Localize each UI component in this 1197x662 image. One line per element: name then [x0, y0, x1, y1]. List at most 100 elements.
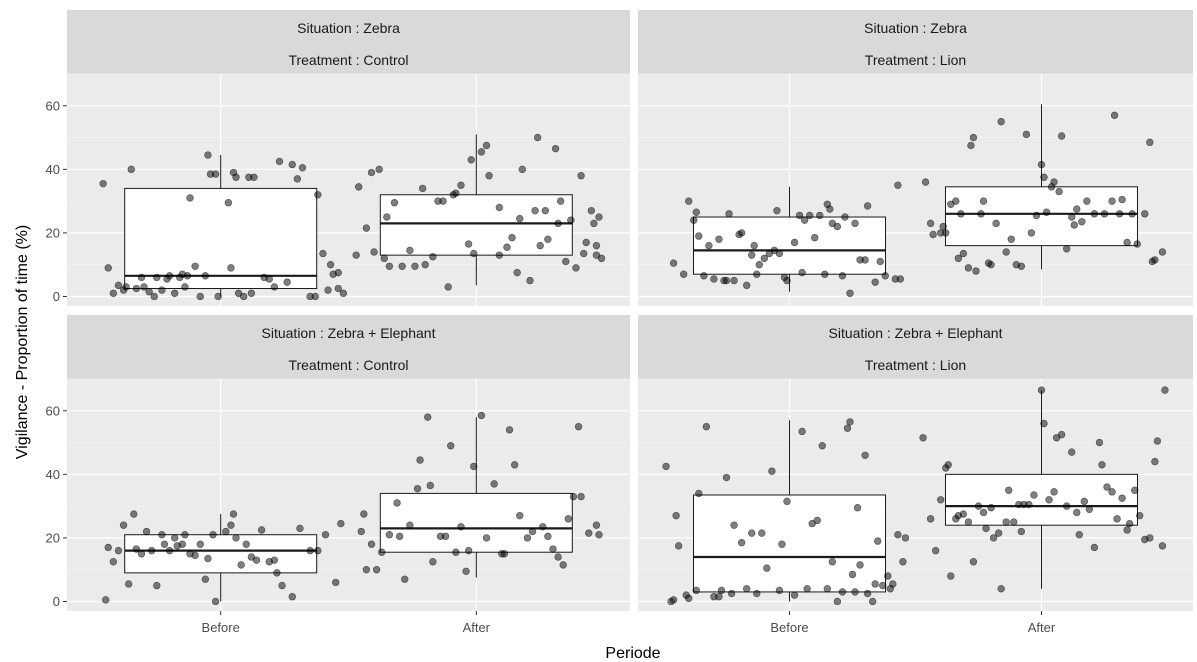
facet-3-data-point — [401, 575, 409, 583]
facet-4-data-point — [692, 586, 700, 595]
facet-3-data-point — [227, 521, 235, 529]
facet-4-data-point — [737, 538, 746, 547]
facet-4-data-point — [775, 586, 784, 595]
facet-2-data-point — [1027, 229, 1036, 237]
facet-3-data-point — [232, 534, 240, 542]
facet-2-data-point — [841, 213, 849, 221]
facet-4-data-point — [1118, 494, 1126, 502]
facet-4-data-point — [1090, 543, 1099, 552]
facet-4-data-point — [959, 510, 968, 518]
facet-1-data-point — [597, 254, 606, 263]
facet-3-data-point — [242, 540, 250, 548]
facet-1-data-point — [319, 249, 327, 258]
facet-4-data-point — [856, 561, 864, 569]
facet-3-data-point — [500, 550, 509, 558]
facet-1-data-point — [227, 264, 235, 272]
facet-3-data-point — [395, 532, 404, 541]
facet-1-data-point — [582, 238, 590, 247]
facet-4-data-point — [1113, 515, 1121, 523]
facet-2-data-point — [881, 272, 889, 280]
facet-4-data-point — [1050, 488, 1058, 496]
facet-2-data-point — [725, 210, 733, 218]
facet-3-data-point — [337, 519, 345, 528]
facet-2-data-point — [705, 241, 713, 250]
facet-2-data-point — [939, 222, 947, 231]
facet-4-data-point — [846, 418, 854, 426]
facet-4-data-point — [1025, 500, 1033, 509]
facet-3-data-point — [204, 554, 212, 563]
facet-2-data-point — [715, 235, 723, 243]
facet-1-data-point — [170, 289, 179, 297]
facet-3-y-tick-label: 40 — [46, 467, 60, 482]
facet-3-data-point — [539, 523, 547, 531]
facet-2-data-point — [952, 197, 960, 205]
facet-1-data-point — [464, 240, 473, 248]
facet-1-data-point — [352, 251, 360, 259]
facet-1-data-point — [541, 206, 550, 215]
facet-3-data-point — [549, 545, 557, 553]
facet-4-strip-treatment: Treatment : Lion — [865, 357, 966, 373]
facet-1-data-point — [592, 241, 601, 250]
facet-4-data-point — [1057, 430, 1066, 439]
facet-2-data-point — [816, 211, 824, 220]
facet-1-data-point — [572, 264, 580, 272]
facet-3-data-point — [153, 581, 161, 590]
facet-3-data-point — [201, 575, 210, 583]
facet-3-data-point — [429, 558, 437, 566]
facet-4-data-point — [931, 546, 940, 555]
facet-3-data-point — [170, 534, 179, 542]
facet-2-data-point — [1007, 235, 1015, 243]
facet-4-data-point — [674, 542, 683, 550]
facet-4-data-point — [919, 434, 927, 442]
facet-4-data-point — [672, 511, 680, 520]
facet-4-data-point — [889, 580, 897, 588]
facet-2-data-point — [967, 141, 975, 150]
facet-4-data-point — [894, 531, 902, 539]
facet-1-y-tick-label: 60 — [46, 98, 60, 113]
facet-1-data-point — [385, 262, 394, 270]
facet-2-data-point — [1108, 197, 1116, 205]
facet-1-data-point — [482, 141, 491, 150]
facet-2-data-point — [722, 276, 731, 285]
facet-4-data-point — [863, 589, 872, 598]
facet-4-data-point — [884, 572, 892, 580]
facet-3-data-point — [564, 515, 573, 523]
facet-4-data-point — [748, 529, 756, 537]
facet-1-data-point — [158, 286, 166, 294]
facet-2-data-point — [1022, 130, 1031, 139]
facet-4-data-point — [947, 572, 955, 580]
facet-4-data-point — [1040, 419, 1048, 428]
facet-1-data-point — [398, 262, 406, 270]
facet-2-data-point — [964, 264, 973, 272]
facet-2-data-point — [838, 272, 847, 280]
facet-2-data-point — [685, 197, 693, 205]
facet-4-data-point — [861, 451, 869, 459]
facet-2-strip — [638, 10, 1193, 74]
facet-4-data-point — [964, 518, 973, 526]
facet-3-data-point — [544, 532, 552, 541]
facet-3-data-point — [424, 413, 432, 421]
facet-1-data-point — [145, 287, 153, 296]
facet-1-data-point — [421, 260, 429, 269]
facet-1-data-point — [477, 148, 486, 156]
facet-1-data-point — [196, 292, 204, 301]
facet-4-data-point — [669, 596, 678, 604]
facet-1-data-point — [495, 251, 504, 259]
facet-3-x-tick-label: Before — [202, 620, 240, 635]
facet-3-y-tick-label: 20 — [46, 530, 60, 545]
facet-1-data-point — [439, 197, 447, 205]
facet-1-data-point — [153, 273, 161, 282]
facet-1-strip — [67, 10, 630, 74]
facet-4-data-point — [989, 534, 998, 542]
facet-4-data-point — [1068, 448, 1076, 456]
facet-1-data-point — [104, 264, 112, 272]
facet-2-data-point — [957, 210, 965, 218]
facet-2-data-point — [679, 270, 688, 278]
facet-4-data-point — [979, 508, 988, 517]
facet-2-data-point — [1040, 173, 1048, 181]
facet-1-data-point — [326, 260, 335, 269]
facet-4-data-point — [879, 581, 887, 590]
facet-2-data-point — [1118, 195, 1126, 204]
facet-4-data-point — [685, 594, 693, 602]
facet-4-data-point — [1103, 483, 1111, 491]
